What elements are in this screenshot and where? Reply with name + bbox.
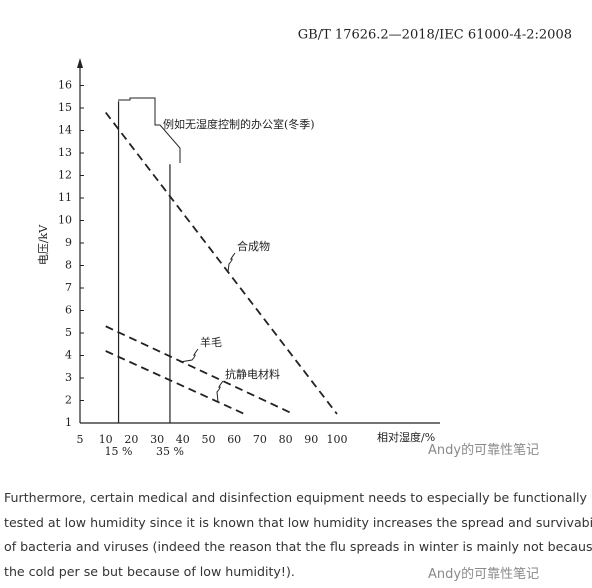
x-tick-label: 70 (253, 433, 267, 446)
y-tick-label: 6 (65, 304, 72, 317)
leader (227, 252, 236, 273)
paragraph-line: of bacteria and viruses (indeed the reas… (4, 539, 592, 554)
paragraph-line: the cold per se but because of low humid… (4, 563, 295, 579)
x-tick-label: 90 (304, 433, 318, 446)
x-tick-label: 10 (99, 433, 113, 446)
chart: GB/T 17626.2—2018/IEC 61000-4-2:2008 电压/… (37, 28, 572, 459)
series-line (105, 350, 245, 415)
bracket (118, 97, 181, 163)
y-tick-label: 3 (65, 371, 72, 384)
x-tick-label: 5 (77, 433, 84, 446)
series-line (104, 111, 338, 415)
x-tick-label: 60 (227, 433, 241, 446)
x-tick-label: 100 (327, 433, 348, 446)
header: GB/T 17626.2—2018/IEC 61000-4-2:2008 (298, 28, 572, 43)
leader (179, 348, 199, 363)
x-tick-label: 80 (279, 433, 293, 446)
series-label: 抗静电材料 (225, 367, 280, 381)
x-tick-label: 20 (124, 433, 138, 446)
paragraph-line: Furthermore, certain medical and disinfe… (4, 490, 587, 505)
leader (216, 380, 224, 403)
y-tick-label: 16 (58, 79, 72, 92)
axis-arrow (77, 58, 83, 68)
y-tick-label: 4 (65, 349, 72, 362)
y-tick-label: 5 (65, 326, 72, 339)
reference-label: 15 % (105, 445, 133, 458)
paragraph-line: tested at low humidity since it is known… (4, 514, 592, 530)
y-tick-label: 7 (65, 281, 72, 294)
y-axis-label: 电压/kV (37, 224, 50, 265)
watermark: Andy的可靠性笔记 (428, 443, 540, 458)
y-tick-label: 9 (65, 236, 72, 249)
series-label: 合成物 (237, 239, 270, 253)
x-tick-label: 50 (202, 433, 216, 446)
y-tick-label: 15 (58, 101, 72, 114)
y-tick-label: 1 (65, 416, 72, 429)
paragraph: Furthermore, certain medical and disinfe… (4, 486, 592, 584)
y-tick-label: 12 (58, 169, 72, 182)
y-tick-label: 11 (58, 191, 72, 204)
watermark: Andy的可靠性笔记 (428, 567, 540, 582)
x-tick-label: 40 (176, 433, 190, 446)
y-tick-label: 14 (58, 124, 72, 137)
x-axis-label: 相对湿度/% (377, 430, 435, 444)
y-tick-label: 8 (65, 259, 72, 272)
series-line (105, 325, 294, 415)
y-tick-label: 13 (58, 146, 72, 159)
y-tick-label: 10 (58, 214, 72, 227)
series-label: 羊毛 (200, 335, 222, 349)
y-tick-label: 2 (65, 394, 72, 407)
x-tick-label: 30 (150, 433, 164, 446)
annotation: 例如无湿度控制的办公室(冬季) (163, 117, 315, 131)
reference-label: 35 % (156, 445, 184, 458)
